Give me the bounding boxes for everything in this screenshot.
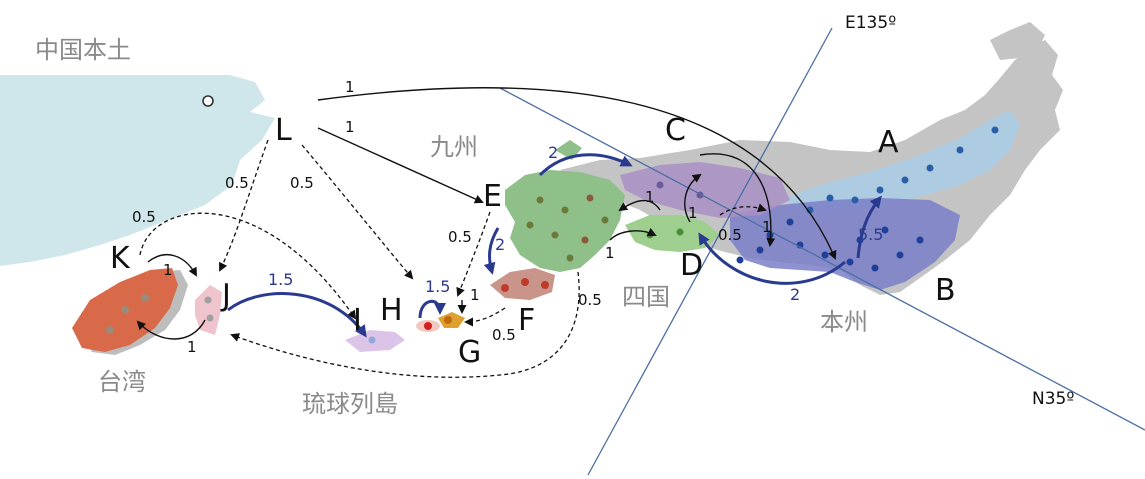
region-label-g: G	[458, 335, 481, 370]
label-kyushu: 九州	[430, 133, 478, 161]
arrow-k-to-i	[139, 212, 357, 320]
value-b-to-a: 5.5	[858, 225, 883, 244]
hokkaido-landmass	[990, 22, 1045, 60]
value-kyushu-shikoku-upper: 1	[645, 188, 655, 206]
value-e-to-j: 0.5	[578, 291, 602, 309]
arrow-shikoku-c-up	[684, 173, 702, 223]
longitude-line-e135	[587, 27, 833, 476]
region-a-area	[780, 110, 1020, 215]
value-k-to-i: 0.5	[132, 208, 156, 226]
region-j-area	[195, 285, 222, 335]
arrow-e-to-f	[483, 227, 500, 275]
label-honshu: 本州	[820, 308, 868, 336]
arrow-l-to-k	[219, 139, 269, 272]
value-e-left: 0.5	[448, 228, 472, 246]
arrow-j-to-i	[227, 292, 367, 338]
arrow-kyushu-to-c	[538, 153, 633, 177]
label-latitude: N35º	[1032, 389, 1074, 409]
value-d-to-b: 2	[790, 285, 800, 304]
latitude-line-n35	[499, 87, 1145, 431]
arrow-k-to-j	[147, 254, 197, 277]
region-e-kyushu-area	[505, 170, 625, 272]
arrow-h-loop	[418, 300, 446, 319]
value-shikoku-c-mid: 0.5	[718, 226, 742, 244]
mainland-city-marker	[202, 95, 214, 107]
arrow-e-left	[456, 211, 491, 297]
region-label-a: A	[878, 125, 899, 160]
region-label-f: F	[518, 303, 535, 338]
value-k-to-j: 1	[163, 261, 173, 279]
arrow-l-to-honshu	[317, 87, 837, 260]
value-f-to-g: 0.5	[492, 326, 516, 344]
label-shikoku: 四国	[622, 283, 670, 311]
region-label-b: B	[935, 273, 956, 308]
arrow-j-to-k	[136, 319, 206, 340]
region-label-l: L	[275, 113, 292, 148]
region-label-i: I	[353, 303, 362, 338]
arrow-f-to-g	[464, 307, 506, 327]
label-longitude: E135º	[845, 13, 896, 33]
region-label-e: E	[483, 179, 502, 214]
value-l-to-h: 0.5	[290, 174, 314, 192]
arrow-b-to-a	[856, 195, 882, 259]
region-label-k: K	[110, 241, 131, 276]
value-l-to-k: 0.5	[225, 174, 249, 192]
region-c-area	[620, 162, 790, 218]
value-j-to-i: 1.5	[268, 270, 293, 289]
value-l-to-honshu: 1	[345, 78, 355, 96]
region-label-c: C	[665, 113, 686, 148]
value-e-to-f: 2	[495, 235, 505, 254]
arrow-shikoku-c-mid	[719, 203, 767, 216]
value-shikoku-c-up: 1	[688, 204, 698, 222]
value-l-to-e: 1	[345, 118, 355, 136]
value-kyushu-shikoku-lower: 1	[605, 244, 615, 262]
value-h-loop: 1.5	[425, 277, 450, 296]
arrow-l-to-e	[317, 127, 484, 204]
region-d-shikoku-area	[625, 215, 720, 252]
region-label-d: D	[680, 248, 703, 283]
arrow-kyushu-shikoku-lower	[609, 227, 657, 241]
region-label-j: J	[220, 278, 231, 313]
value-f-to-h: 1	[470, 286, 480, 304]
arrow-kyushu-shikoku-upper	[618, 199, 661, 212]
value-kyushu-to-c: 2	[548, 143, 558, 162]
value-j-to-k: 1	[187, 338, 197, 356]
mainland-china-landmass	[0, 75, 275, 266]
region-label-h: H	[380, 293, 403, 328]
label-mainland-china: 中国本土	[35, 36, 131, 64]
label-taiwan: 台湾	[98, 368, 146, 396]
arrow-d-to-b	[698, 232, 846, 285]
arrow-l-to-h	[301, 144, 414, 280]
label-ryukyu: 琉球列島	[302, 390, 398, 418]
value-c-to-b: 1	[762, 218, 772, 236]
arrow-c-to-b	[699, 153, 776, 247]
